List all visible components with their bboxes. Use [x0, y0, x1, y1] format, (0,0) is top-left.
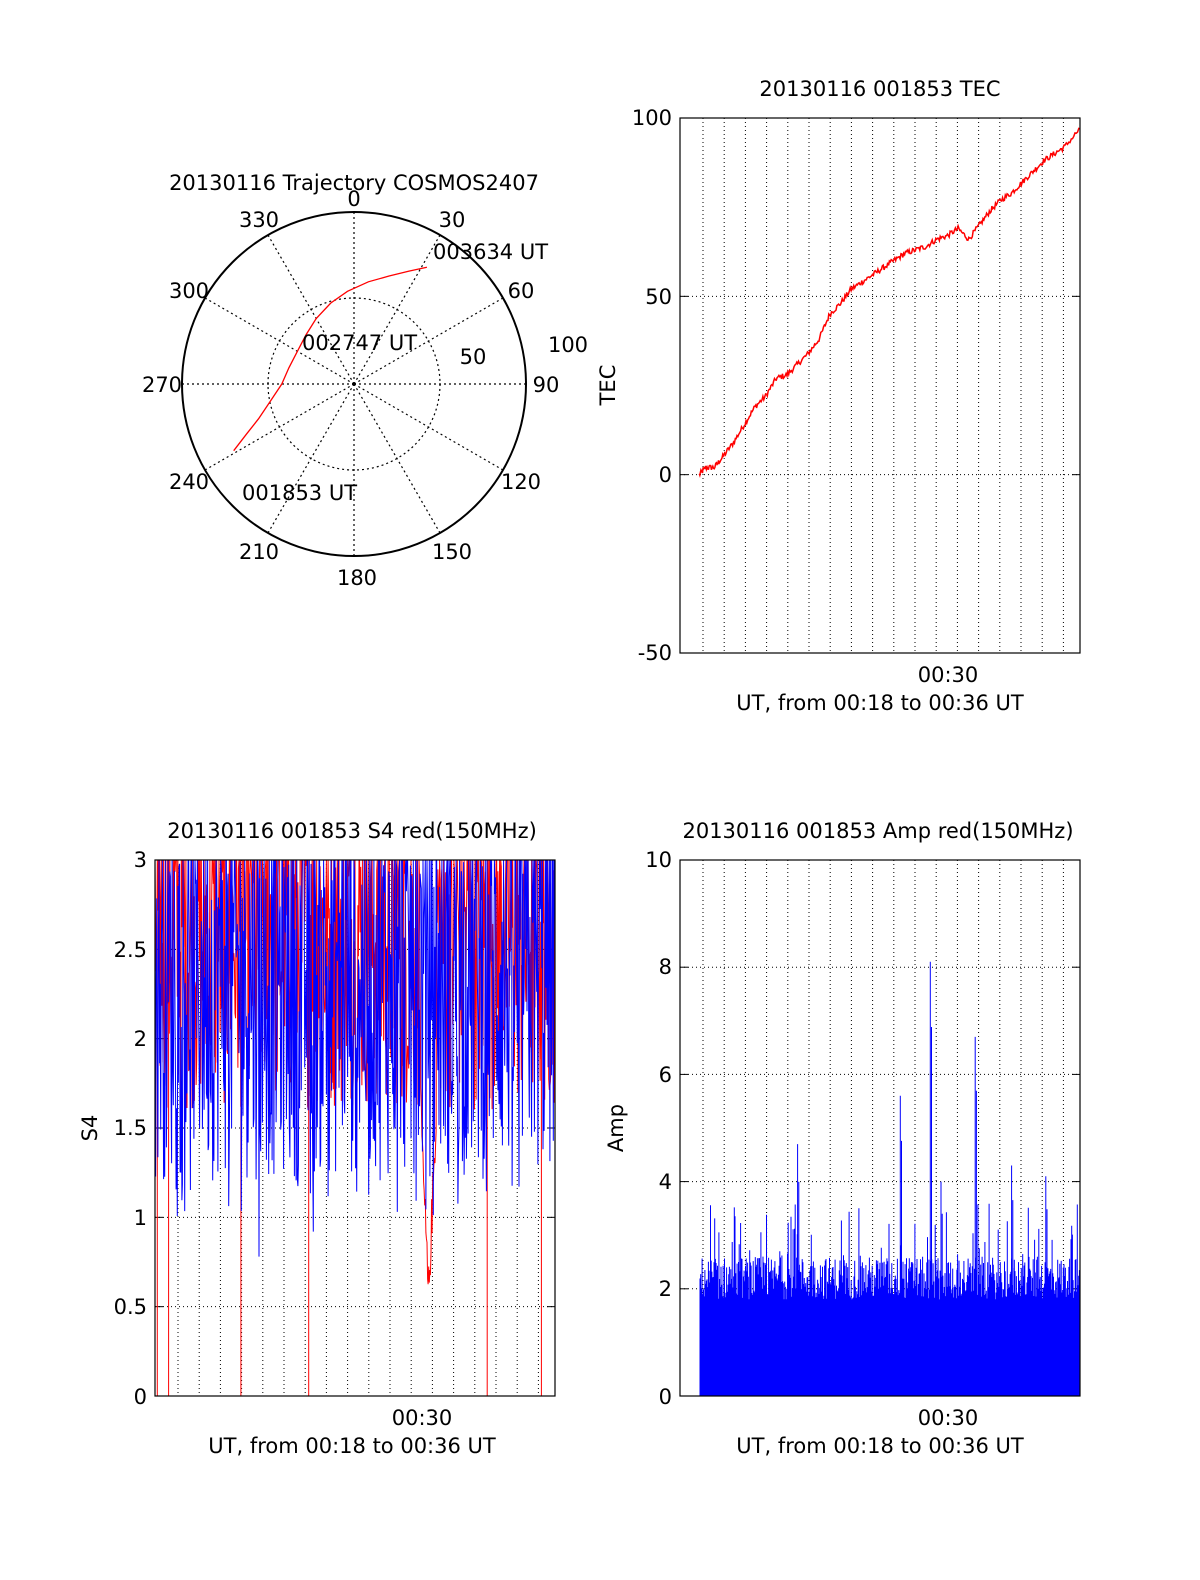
polar-spoke-60: [353, 297, 504, 385]
s4-y-tick-labels: 3 2.5 2 1.5 1 0.5 0: [114, 848, 147, 1409]
s4-ytick-0.5: 0.5: [114, 1295, 147, 1319]
polar-annotation-start: 001853 UT: [242, 481, 357, 505]
tec-title: 20130116 001853 TEC: [759, 77, 1000, 101]
amp-xtick-0030: 00:30: [918, 1406, 979, 1430]
tec-y-tick-labels: 100 50 0 -50: [632, 106, 672, 665]
s4-ytick-1: 1: [134, 1206, 147, 1230]
s4-ytick-2.5: 2.5: [114, 938, 147, 962]
polar-angle-tick-90: 90: [533, 373, 560, 397]
polar-spoke-330: [267, 234, 355, 385]
polar-angle-tick-210: 210: [239, 540, 279, 564]
polar-spoke-240: [204, 383, 355, 471]
tec-ytick-100: 100: [632, 106, 672, 130]
polar-grid: [181, 211, 527, 557]
polar-angle-tick-180: 180: [337, 566, 377, 590]
polar-annotation-end: 003634 UT: [433, 240, 548, 264]
tec-ylabel: TEC: [596, 365, 620, 407]
s4-ytick-1.5: 1.5: [114, 1116, 147, 1140]
polar-trajectory-line: [233, 266, 428, 452]
polar-title: 20130116 Trajectory COSMOS2407: [169, 171, 539, 195]
s4-ylabel: S4: [78, 1115, 102, 1142]
tec-ytick-neg50: -50: [638, 641, 672, 665]
amp-xlabel: UT, from 00:18 to 00:36 UT: [736, 1434, 1024, 1458]
polar-spoke-300: [204, 297, 355, 385]
tec-grid: [680, 117, 1080, 654]
s4-xtick-0030: 00:30: [392, 1406, 453, 1430]
polar-spoke-210: [267, 383, 355, 534]
amp-ytick-4: 4: [659, 1170, 672, 1194]
polar-radial-tick-100: 100: [548, 333, 588, 357]
polar-angle-tick-30: 30: [439, 208, 466, 232]
polar-angle-tick-240: 240: [169, 470, 209, 494]
polar-angle-tick-300: 300: [169, 279, 209, 303]
tec-frame: [679, 117, 1081, 654]
tec-panel: 20130116 001853 TEC 100 50 0 -50 00:30 U…: [596, 77, 1081, 715]
tec-xlabel: UT, from 00:18 to 00:36 UT: [736, 691, 1024, 715]
s4-ytick-2: 2: [134, 1027, 147, 1051]
polar-radial-tick-50: 50: [460, 345, 487, 369]
tec-ytick-0: 0: [659, 463, 672, 487]
s4-panel: 20130116 001853 S4 red(150MHz) 3 2.5 2 1…: [78, 819, 556, 1458]
amp-y-tick-labels: 10 8 6 4 2 0: [645, 848, 672, 1409]
amp-ylabel: Amp: [604, 1104, 628, 1152]
polar-angle-tick-60: 60: [508, 279, 535, 303]
amp-title: 20130116 001853 Amp red(150MHz): [682, 819, 1073, 843]
polar-angle-tick-0: 0: [347, 187, 360, 211]
amp-panel: 20130116 001853 Amp red(150MHz) 10 8 6 4…: [604, 819, 1081, 1458]
polar-spoke-150: [353, 383, 441, 534]
polar-angle-tick-330: 330: [239, 208, 279, 232]
polar-angle-tick-120: 120: [501, 470, 541, 494]
polar-angle-tick-150: 150: [432, 540, 472, 564]
amp-ytick-6: 6: [659, 1063, 672, 1087]
amp-ytick-2: 2: [659, 1277, 672, 1301]
polar-annotation-mid: 002747 UT: [302, 331, 417, 355]
amp-ytick-0: 0: [659, 1385, 672, 1409]
s4-ytick-0: 0: [134, 1385, 147, 1409]
polar-spoke-30: [353, 234, 441, 385]
amp-ytick-10: 10: [645, 848, 672, 872]
polar-angle-ticks: 0 30 60 90 120 150 180 210 240 270 300 330: [142, 187, 559, 590]
polar-spoke-120: [353, 383, 504, 471]
tec-ytick-50: 50: [645, 285, 672, 309]
polar-angle-tick-270: 270: [142, 373, 182, 397]
tec-xtick-0030: 00:30: [918, 663, 979, 687]
amp-frame: [679, 859, 1081, 1397]
s4-frame: [154, 859, 556, 1397]
s4-xlabel: UT, from 00:18 to 00:36 UT: [208, 1434, 496, 1458]
polar-panel: 20130116 Trajectory COSMOS2407 0 30 60 90 12…: [142, 171, 588, 590]
amp-ytick-8: 8: [659, 955, 672, 979]
tec-series-line: [698, 127, 1081, 479]
amp-bars-series: [699, 961, 1080, 1396]
s4-blue-series: [154, 859, 556, 1257]
s4-title: 20130116 001853 S4 red(150MHz): [167, 819, 537, 843]
amp-grid: [680, 859, 1080, 1397]
s4-ytick-3: 3: [134, 848, 147, 872]
